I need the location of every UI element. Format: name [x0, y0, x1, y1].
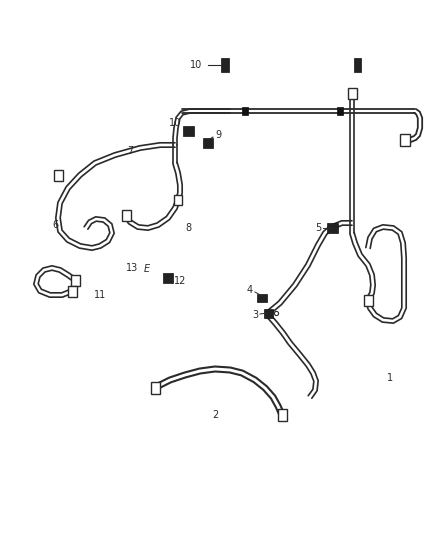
- Text: 7: 7: [127, 146, 133, 156]
- Bar: [174, 195, 182, 205]
- Bar: [257, 294, 267, 302]
- Text: 12: 12: [174, 276, 186, 286]
- Text: $\mathit{E}$: $\mathit{E}$: [143, 262, 151, 274]
- Bar: [326, 223, 338, 233]
- Text: 8: 8: [185, 223, 191, 233]
- Text: 1: 1: [387, 373, 393, 383]
- Text: 11: 11: [94, 290, 106, 300]
- Bar: [203, 138, 213, 148]
- Bar: [400, 134, 410, 146]
- Text: 13: 13: [126, 263, 138, 273]
- Bar: [53, 169, 63, 181]
- Bar: [347, 87, 357, 99]
- Text: 6: 6: [52, 220, 58, 230]
- Bar: [337, 107, 343, 115]
- Text: 9: 9: [215, 130, 221, 140]
- Bar: [151, 382, 159, 394]
- Bar: [242, 107, 248, 115]
- Bar: [71, 274, 80, 286]
- Bar: [183, 126, 194, 136]
- Bar: [364, 295, 372, 305]
- Bar: [121, 209, 131, 221]
- Bar: [163, 273, 173, 283]
- Bar: [264, 309, 272, 318]
- Text: 5: 5: [315, 223, 321, 233]
- Bar: [278, 409, 286, 421]
- Bar: [353, 58, 360, 72]
- Text: 4: 4: [247, 285, 253, 295]
- Text: 3: 3: [252, 310, 258, 320]
- Text: 10: 10: [169, 118, 181, 128]
- Text: 2: 2: [212, 410, 218, 420]
- Bar: [67, 286, 77, 296]
- Text: 10: 10: [190, 60, 202, 70]
- Bar: [221, 58, 229, 72]
